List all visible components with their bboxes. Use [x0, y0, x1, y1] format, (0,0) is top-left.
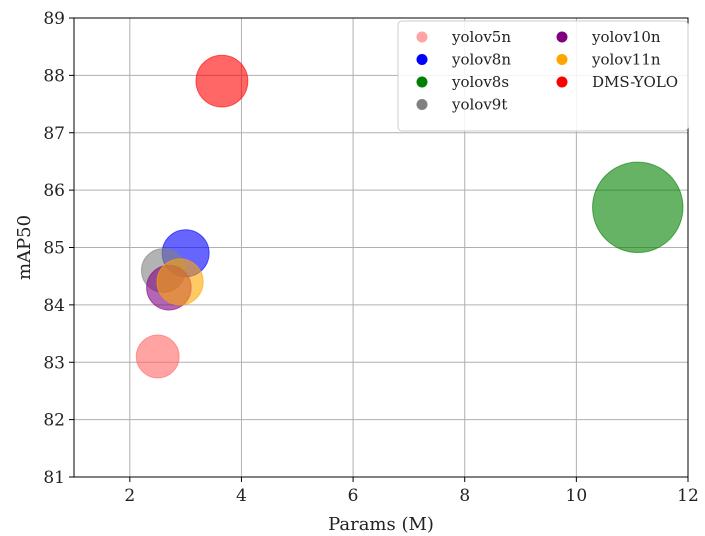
x-tick-label: 10: [566, 486, 588, 506]
y-tick-label: 86: [43, 181, 65, 201]
x-tick-label: 8: [459, 486, 470, 506]
y-tick-label: 84: [43, 296, 65, 316]
legend-label-yolov11n: yolov11n: [591, 51, 661, 69]
legend-marker-yolov10n: [556, 31, 568, 43]
y-axis-label: mAP50: [14, 215, 35, 280]
legend-label-yolov10n: yolov10n: [591, 28, 661, 46]
y-tick-label: 83: [43, 353, 65, 373]
legend: yolov5n yolov8n yolov8s yolov9t yolov10n yolo…: [397, 20, 689, 132]
legend-frame: [397, 20, 689, 132]
legend-label-dms-yolo: DMS-YOLO: [592, 73, 678, 91]
y-tick-label: 88: [43, 66, 65, 86]
y-tick-label: 81: [43, 468, 65, 488]
legend-marker-yolov9t: [416, 99, 428, 110]
x-tick-label: 2: [124, 486, 135, 506]
y-axis-ticks: 81 82 83 84 85 86 87 88 89: [43, 9, 74, 488]
x-axis-label: Params (M): [328, 514, 434, 535]
bubble-dms-yolo: [195, 54, 249, 108]
legend-marker-yolov5n: [416, 31, 428, 43]
legend-marker-yolov8n: [416, 54, 428, 65]
legend-marker-yolov8s: [416, 76, 428, 88]
bubbles: [135, 54, 684, 379]
legend-marker-dms-yolo: [556, 76, 568, 88]
x-axis-ticks: 2 4 6 8 10 12: [124, 477, 699, 506]
y-tick-label: 87: [43, 124, 65, 144]
bubble-yolov11n: [156, 258, 204, 306]
x-tick-label: 6: [348, 486, 359, 506]
y-tick-label: 89: [43, 9, 65, 29]
legend-marker-yolov11n: [556, 54, 568, 65]
legend-label-yolov8n: yolov8n: [451, 51, 511, 69]
bubble-yolov8s: [592, 161, 684, 254]
x-tick-label: 12: [677, 486, 699, 506]
y-tick-label: 85: [43, 239, 65, 259]
x-tick-label: 4: [236, 486, 247, 506]
y-tick-label: 82: [43, 411, 65, 431]
legend-label-yolov9t: yolov9t: [451, 96, 507, 114]
bubble-yolov5n: [135, 334, 180, 379]
legend-label-yolov8s: yolov8s: [451, 73, 509, 91]
legend-label-yolov5n: yolov5n: [451, 28, 511, 46]
